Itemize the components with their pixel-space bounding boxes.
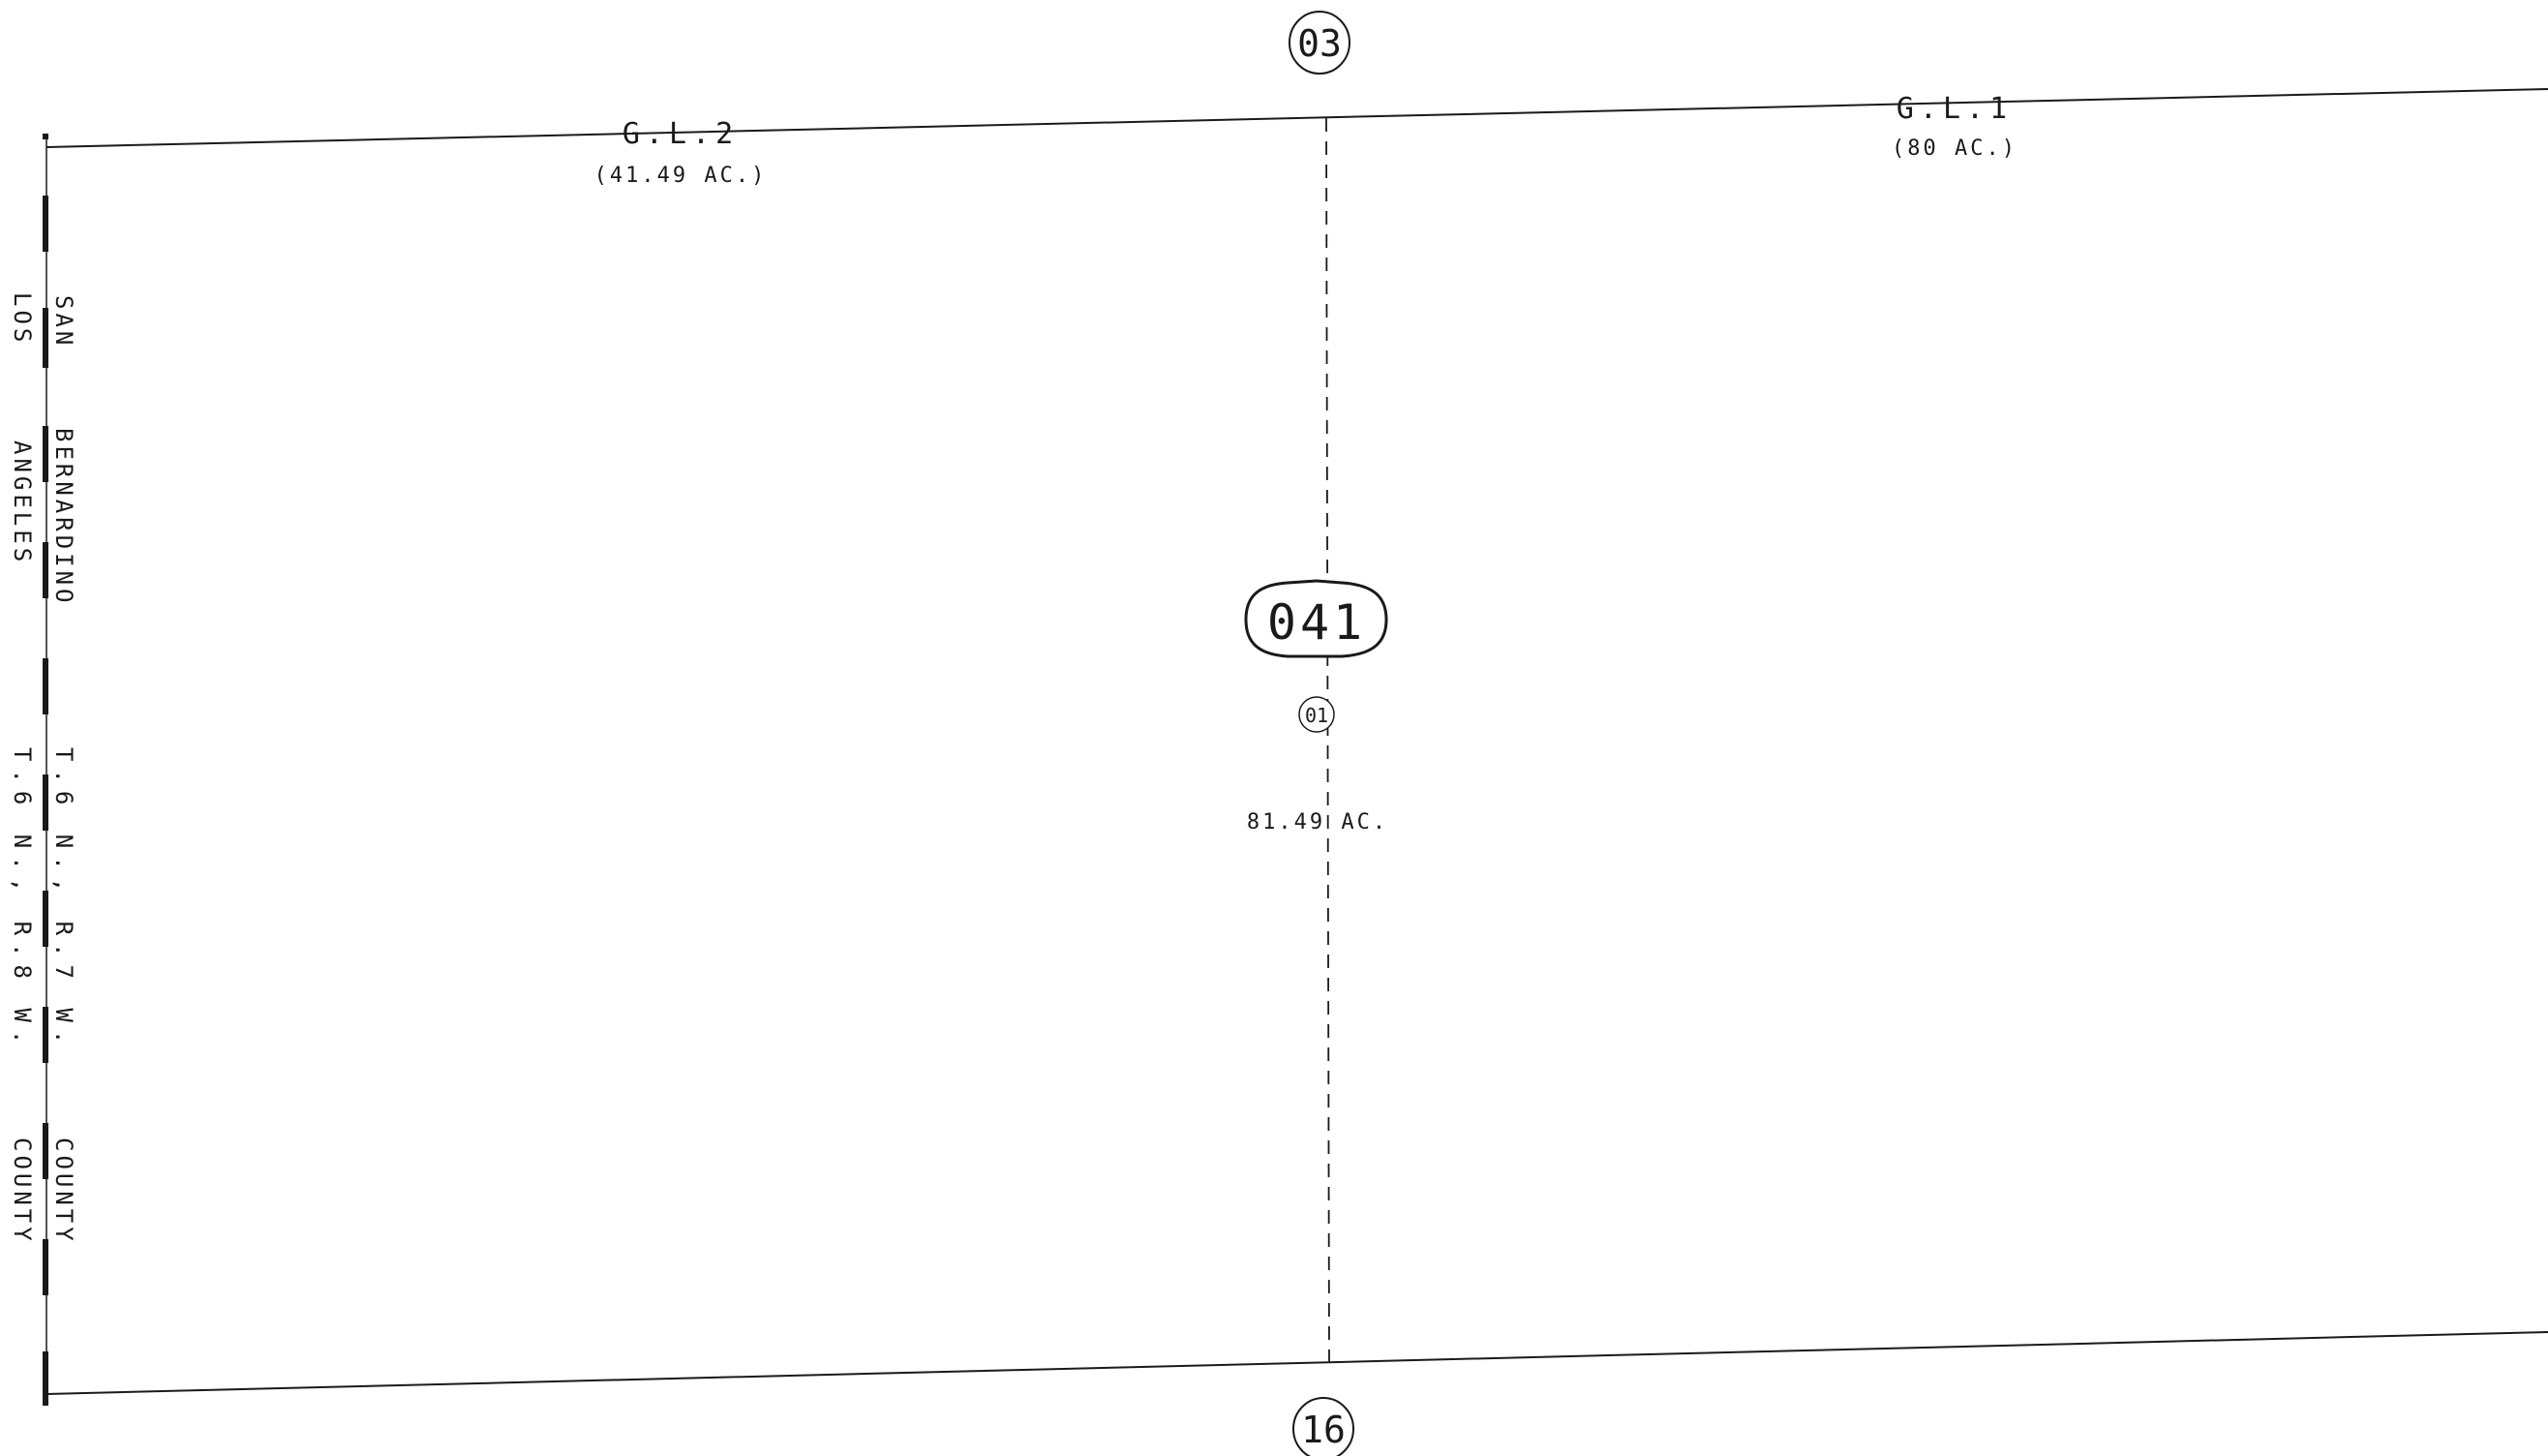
adjoining-page-bottom-number: 16 xyxy=(1301,1409,1346,1451)
county-line xyxy=(43,134,48,1406)
county-label-west: LOS ANGELES T.6 N., R.8 W. COUNTY xyxy=(9,292,36,1245)
parcel-area: 81.49 AC. xyxy=(1247,810,1388,834)
county-label-east-2: BERNARDINO xyxy=(50,428,77,607)
parcel-number: 01 xyxy=(1305,704,1328,727)
county-label-east-1: SAN xyxy=(50,295,77,349)
county-label-east-4: COUNTY xyxy=(50,1138,77,1245)
county-label-west-1: LOS xyxy=(9,292,36,346)
lot-gl2: G.L.2 (41.49 AC.) xyxy=(594,117,768,188)
lot-gl1: G.L.1 (80 AC.) xyxy=(1892,92,2017,161)
county-label-west-4: COUNTY xyxy=(9,1138,36,1245)
lot-gl1-label: G.L.1 xyxy=(1896,92,2013,126)
south-boundary-line xyxy=(46,1331,2548,1395)
book-page-number: 041 xyxy=(1267,594,1366,651)
county-label-east-3: T.6 N., R.7 W. xyxy=(50,747,77,1051)
book-page-badge: 041 xyxy=(1244,579,1388,658)
lot-gl2-label: G.L.2 xyxy=(622,117,739,151)
adjoining-page-bottom: 16 xyxy=(1292,1397,1354,1456)
county-label-west-3: T.6 N., R.8 W. xyxy=(9,747,36,1051)
parcel-number-badge: 01 xyxy=(1298,696,1335,733)
county-label-east: SAN BERNARDINO T.6 N., R.7 W. COUNTY xyxy=(50,295,77,1245)
lot-gl1-area: (80 AC.) xyxy=(1892,136,2017,161)
north-boundary-line xyxy=(46,88,2548,148)
county-label-west-2: ANGELES xyxy=(9,440,36,565)
adjoining-page-top-number: 03 xyxy=(1297,22,1342,65)
adjoining-page-top: 03 xyxy=(1289,11,1350,75)
lot-division-line xyxy=(1325,117,1330,1364)
lot-gl2-area: (41.49 AC.) xyxy=(594,164,768,188)
